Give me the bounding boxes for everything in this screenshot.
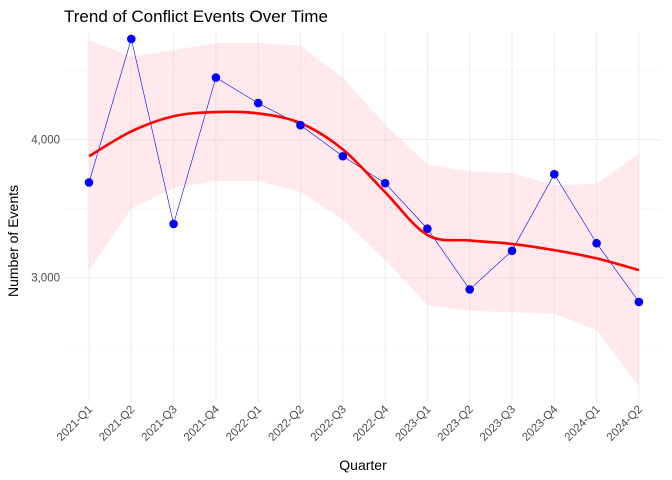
data-point bbox=[634, 297, 644, 307]
y-tick-label: 3,000 bbox=[31, 273, 60, 285]
data-point bbox=[423, 224, 432, 234]
x-axis-ticks: 2021-Q1 2021-Q2 2021-Q3 2021-Q4 2022-Q1 2022-… bbox=[55, 403, 645, 444]
data-point bbox=[84, 178, 94, 187]
y-tick-label: 4,000 bbox=[31, 135, 60, 147]
confidence-band-layer bbox=[89, 40, 639, 387]
x-tick-label: 2022-Q3 bbox=[309, 404, 349, 444]
x-tick-label: 2022-Q2 bbox=[266, 404, 306, 444]
x-tick-label: 2021-Q4 bbox=[182, 403, 223, 444]
trend-line-layer bbox=[88, 110, 640, 272]
data-point bbox=[338, 151, 348, 161]
data-point bbox=[253, 98, 263, 108]
confidence-band bbox=[89, 40, 639, 387]
x-tick-label: 2021-Q3 bbox=[140, 404, 180, 444]
data-point bbox=[211, 73, 221, 82]
chart-title: Trend of Conflict Events Over Time bbox=[64, 7, 328, 26]
data-point bbox=[380, 178, 390, 188]
data-point bbox=[465, 285, 475, 294]
x-tick-label: 2024-Q2 bbox=[605, 404, 645, 444]
data-point bbox=[507, 246, 517, 256]
data-point bbox=[127, 34, 136, 44]
data-point bbox=[592, 238, 601, 248]
data-points bbox=[84, 34, 644, 307]
x-tick-label: 2021-Q1 bbox=[55, 404, 95, 444]
x-tick-label: 2023-Q4 bbox=[520, 403, 561, 444]
x-tick-label: 2023-Q2 bbox=[436, 404, 476, 444]
x-axis-title: Quarter bbox=[339, 457, 387, 473]
trend-line bbox=[88, 110, 640, 272]
x-tick-label: 2022-Q4 bbox=[351, 403, 392, 444]
x-tick-label: 2022-Q1 bbox=[224, 404, 264, 444]
data-point bbox=[550, 169, 559, 179]
y-axis-ticks: 3,000 4,000 bbox=[31, 135, 60, 285]
data-point bbox=[169, 219, 178, 229]
grid bbox=[64, 32, 662, 402]
x-tick-label: 2024-Q1 bbox=[563, 404, 603, 444]
x-tick-label: 2023-Q3 bbox=[478, 404, 518, 444]
data-point bbox=[296, 120, 305, 130]
x-tick-label: 2023-Q1 bbox=[393, 404, 433, 444]
x-tick-label: 2021-Q2 bbox=[97, 404, 137, 444]
y-axis-title: Number of Events bbox=[5, 185, 21, 297]
